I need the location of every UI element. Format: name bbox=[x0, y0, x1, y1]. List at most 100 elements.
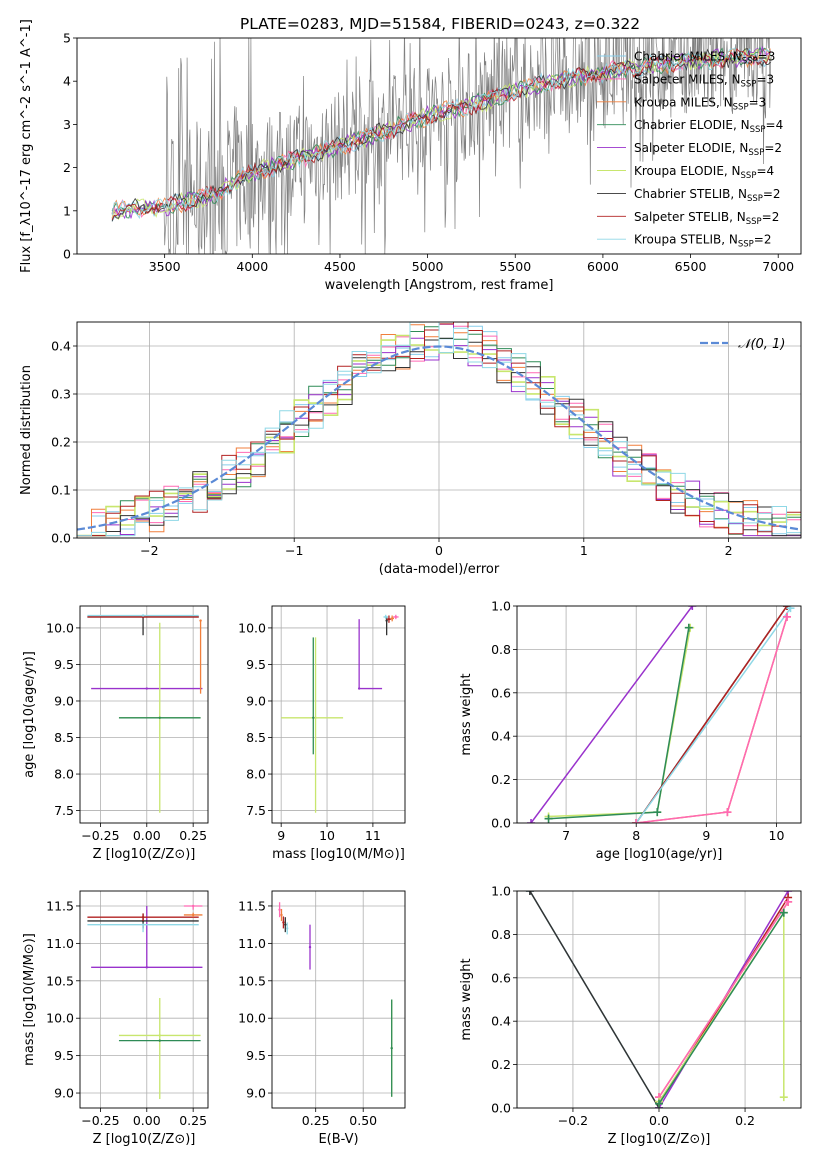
model-spectrum-7 bbox=[111, 47, 771, 220]
weight-marker-5-1 bbox=[786, 606, 795, 613]
weight-marker-7-0 bbox=[632, 819, 641, 823]
tick-label-x: 2 bbox=[725, 543, 733, 558]
tick-label-y: 7.5 bbox=[246, 803, 266, 818]
weight-line-1 bbox=[548, 627, 691, 818]
weight-marker-1-0 bbox=[525, 891, 534, 895]
x-axis-label: Z [log10(Z/Z⊙)] bbox=[93, 847, 196, 862]
legend-subscript: SSP bbox=[747, 194, 763, 204]
tick-label-y: 0 bbox=[63, 247, 71, 262]
legend-subscript: SSP bbox=[748, 148, 764, 158]
weight-line-1 bbox=[529, 891, 660, 1108]
tick-label-y: 0.8 bbox=[491, 927, 511, 942]
tick-label-y: 9.5 bbox=[54, 1048, 74, 1063]
weight-marker-7-2 bbox=[782, 612, 791, 621]
x-axis-label: mass [log10(M/M⊙)] bbox=[272, 847, 405, 862]
weight-marker-0-1 bbox=[688, 606, 697, 610]
tick-label-x: 9 bbox=[277, 828, 285, 843]
tick-label-x: 7 bbox=[562, 828, 570, 843]
point-0 bbox=[278, 908, 281, 911]
tick-label-y: 4 bbox=[63, 74, 71, 89]
axes-frame bbox=[516, 890, 802, 1109]
plot-area bbox=[77, 322, 801, 537]
point-7 bbox=[191, 913, 195, 917]
panel-mass_vs_Z: −0.25 0.00 0.25 9.0 9.5 10.0 10.5 11.0 11.5 Z [lo… bbox=[22, 890, 209, 1147]
tick-label-y: 0.0 bbox=[491, 1101, 511, 1116]
tick-label-y: 2 bbox=[63, 160, 71, 175]
tick-label-y: 3 bbox=[63, 117, 71, 132]
tick-label-x: 0.00 bbox=[133, 1113, 161, 1128]
tick-label-x: 0.00 bbox=[133, 828, 161, 843]
tick-label-y: 0.2 bbox=[491, 772, 511, 787]
observed-spectrum-line bbox=[111, 38, 772, 254]
model-spectrum-8 bbox=[111, 47, 771, 220]
legend-count: =4 bbox=[756, 164, 774, 178]
tick-label-x: −2 bbox=[140, 543, 158, 558]
panel-age_vs_mass: 9 10 11 7.5 8.0 8.5 9.0 9.5 10.0 mass [log10(M/M⊙… bbox=[238, 605, 406, 862]
axes-frame bbox=[76, 321, 802, 539]
y-axis-label: Normed distribution bbox=[19, 365, 34, 495]
axes-frame bbox=[76, 37, 802, 255]
tick-label-x: 6000 bbox=[587, 259, 619, 274]
x-axis-label: Z [log10(Z/Z⊙)] bbox=[93, 1132, 196, 1147]
legend-subscript: SSP bbox=[750, 125, 766, 135]
point-0 bbox=[314, 716, 317, 719]
tick-label-y: 0.3 bbox=[51, 387, 71, 402]
tick-label-x: −0.25 bbox=[81, 828, 119, 843]
tick-label-x: 0.50 bbox=[349, 1113, 377, 1128]
histogram-8 bbox=[77, 322, 801, 537]
tick-label-y: 9.0 bbox=[246, 693, 266, 708]
weight-marker-7-1 bbox=[723, 808, 732, 817]
point-4 bbox=[387, 617, 391, 621]
histogram-4 bbox=[77, 323, 801, 537]
plot-area bbox=[278, 902, 393, 1097]
point-6 bbox=[199, 619, 202, 622]
tick-label-y: 7.5 bbox=[54, 803, 74, 818]
plot-area bbox=[87, 904, 203, 1100]
tick-label-y: 8.0 bbox=[246, 767, 266, 782]
tick-label-x: 6500 bbox=[675, 259, 707, 274]
legend-entry-2: Kroupa MILES, NSSP=3 bbox=[634, 95, 766, 112]
tick-label-x: 0.25 bbox=[302, 1113, 330, 1128]
legend-entry-5: Kroupa ELODIE, NSSP=4 bbox=[634, 164, 774, 181]
legend-count: =3 bbox=[756, 72, 774, 86]
legend-entry: 𝒩(0, 1) bbox=[738, 337, 785, 352]
point-1 bbox=[280, 913, 283, 917]
weight-marker-0-0 bbox=[527, 819, 536, 823]
panel-weight_vs_Z: −0.2 0.0 0.2 0.0 0.2 0.4 0.6 0.8 1.0 Z [log10(Z/Z… bbox=[459, 884, 802, 1147]
legend-subscript: SSP bbox=[741, 79, 757, 89]
x-axis-label: wavelength [Angstrom, rest frame] bbox=[325, 278, 554, 293]
plot-area bbox=[87, 614, 203, 813]
figure-title: PLATE=0283, MJD=51584, FIBERID=0243, z=0… bbox=[240, 15, 640, 33]
legend-subscript: SSP bbox=[746, 217, 762, 227]
tick-label-x: 0.25 bbox=[179, 828, 207, 843]
panel-mass_vs_ebv: 0.25 0.50 9.0 9.5 10.0 10.5 11.0 11.5 E(B-V) bbox=[238, 890, 406, 1147]
tick-label-y: 8.5 bbox=[246, 730, 266, 745]
point-5 bbox=[141, 614, 145, 617]
point-0 bbox=[145, 966, 148, 969]
tick-label-x: 11 bbox=[365, 828, 381, 843]
gaussian-curve bbox=[77, 345, 801, 531]
tick-label-y: 0.6 bbox=[491, 970, 511, 985]
weight-line-5 bbox=[658, 901, 789, 1098]
legend-subscript: SSP bbox=[742, 57, 758, 67]
tick-label-x: 0.0 bbox=[649, 1113, 669, 1128]
plot-area bbox=[527, 606, 795, 823]
tick-label-y: 1.0 bbox=[491, 599, 511, 614]
tick-label-y: 8.5 bbox=[54, 730, 74, 745]
point-3 bbox=[385, 619, 388, 622]
point-3 bbox=[284, 923, 287, 926]
tick-label-y: 9.0 bbox=[246, 1086, 266, 1101]
tick-label-x: 1 bbox=[580, 543, 588, 558]
x-axis-label: age [log10(age/yr)] bbox=[596, 847, 723, 862]
tick-label-y: 9.5 bbox=[54, 657, 74, 672]
tick-label-x: 0.2 bbox=[735, 1113, 755, 1128]
tick-label-x: 10 bbox=[319, 828, 335, 843]
weight-line-2 bbox=[548, 627, 690, 820]
legend-count: =2 bbox=[763, 187, 781, 201]
point-6 bbox=[191, 904, 195, 908]
tick-label-y: 11.5 bbox=[46, 898, 74, 913]
legend-count: =2 bbox=[762, 210, 780, 224]
tick-label-y: 11.5 bbox=[238, 898, 266, 913]
tick-label-y: 11.0 bbox=[46, 936, 74, 951]
point-2 bbox=[357, 687, 361, 690]
